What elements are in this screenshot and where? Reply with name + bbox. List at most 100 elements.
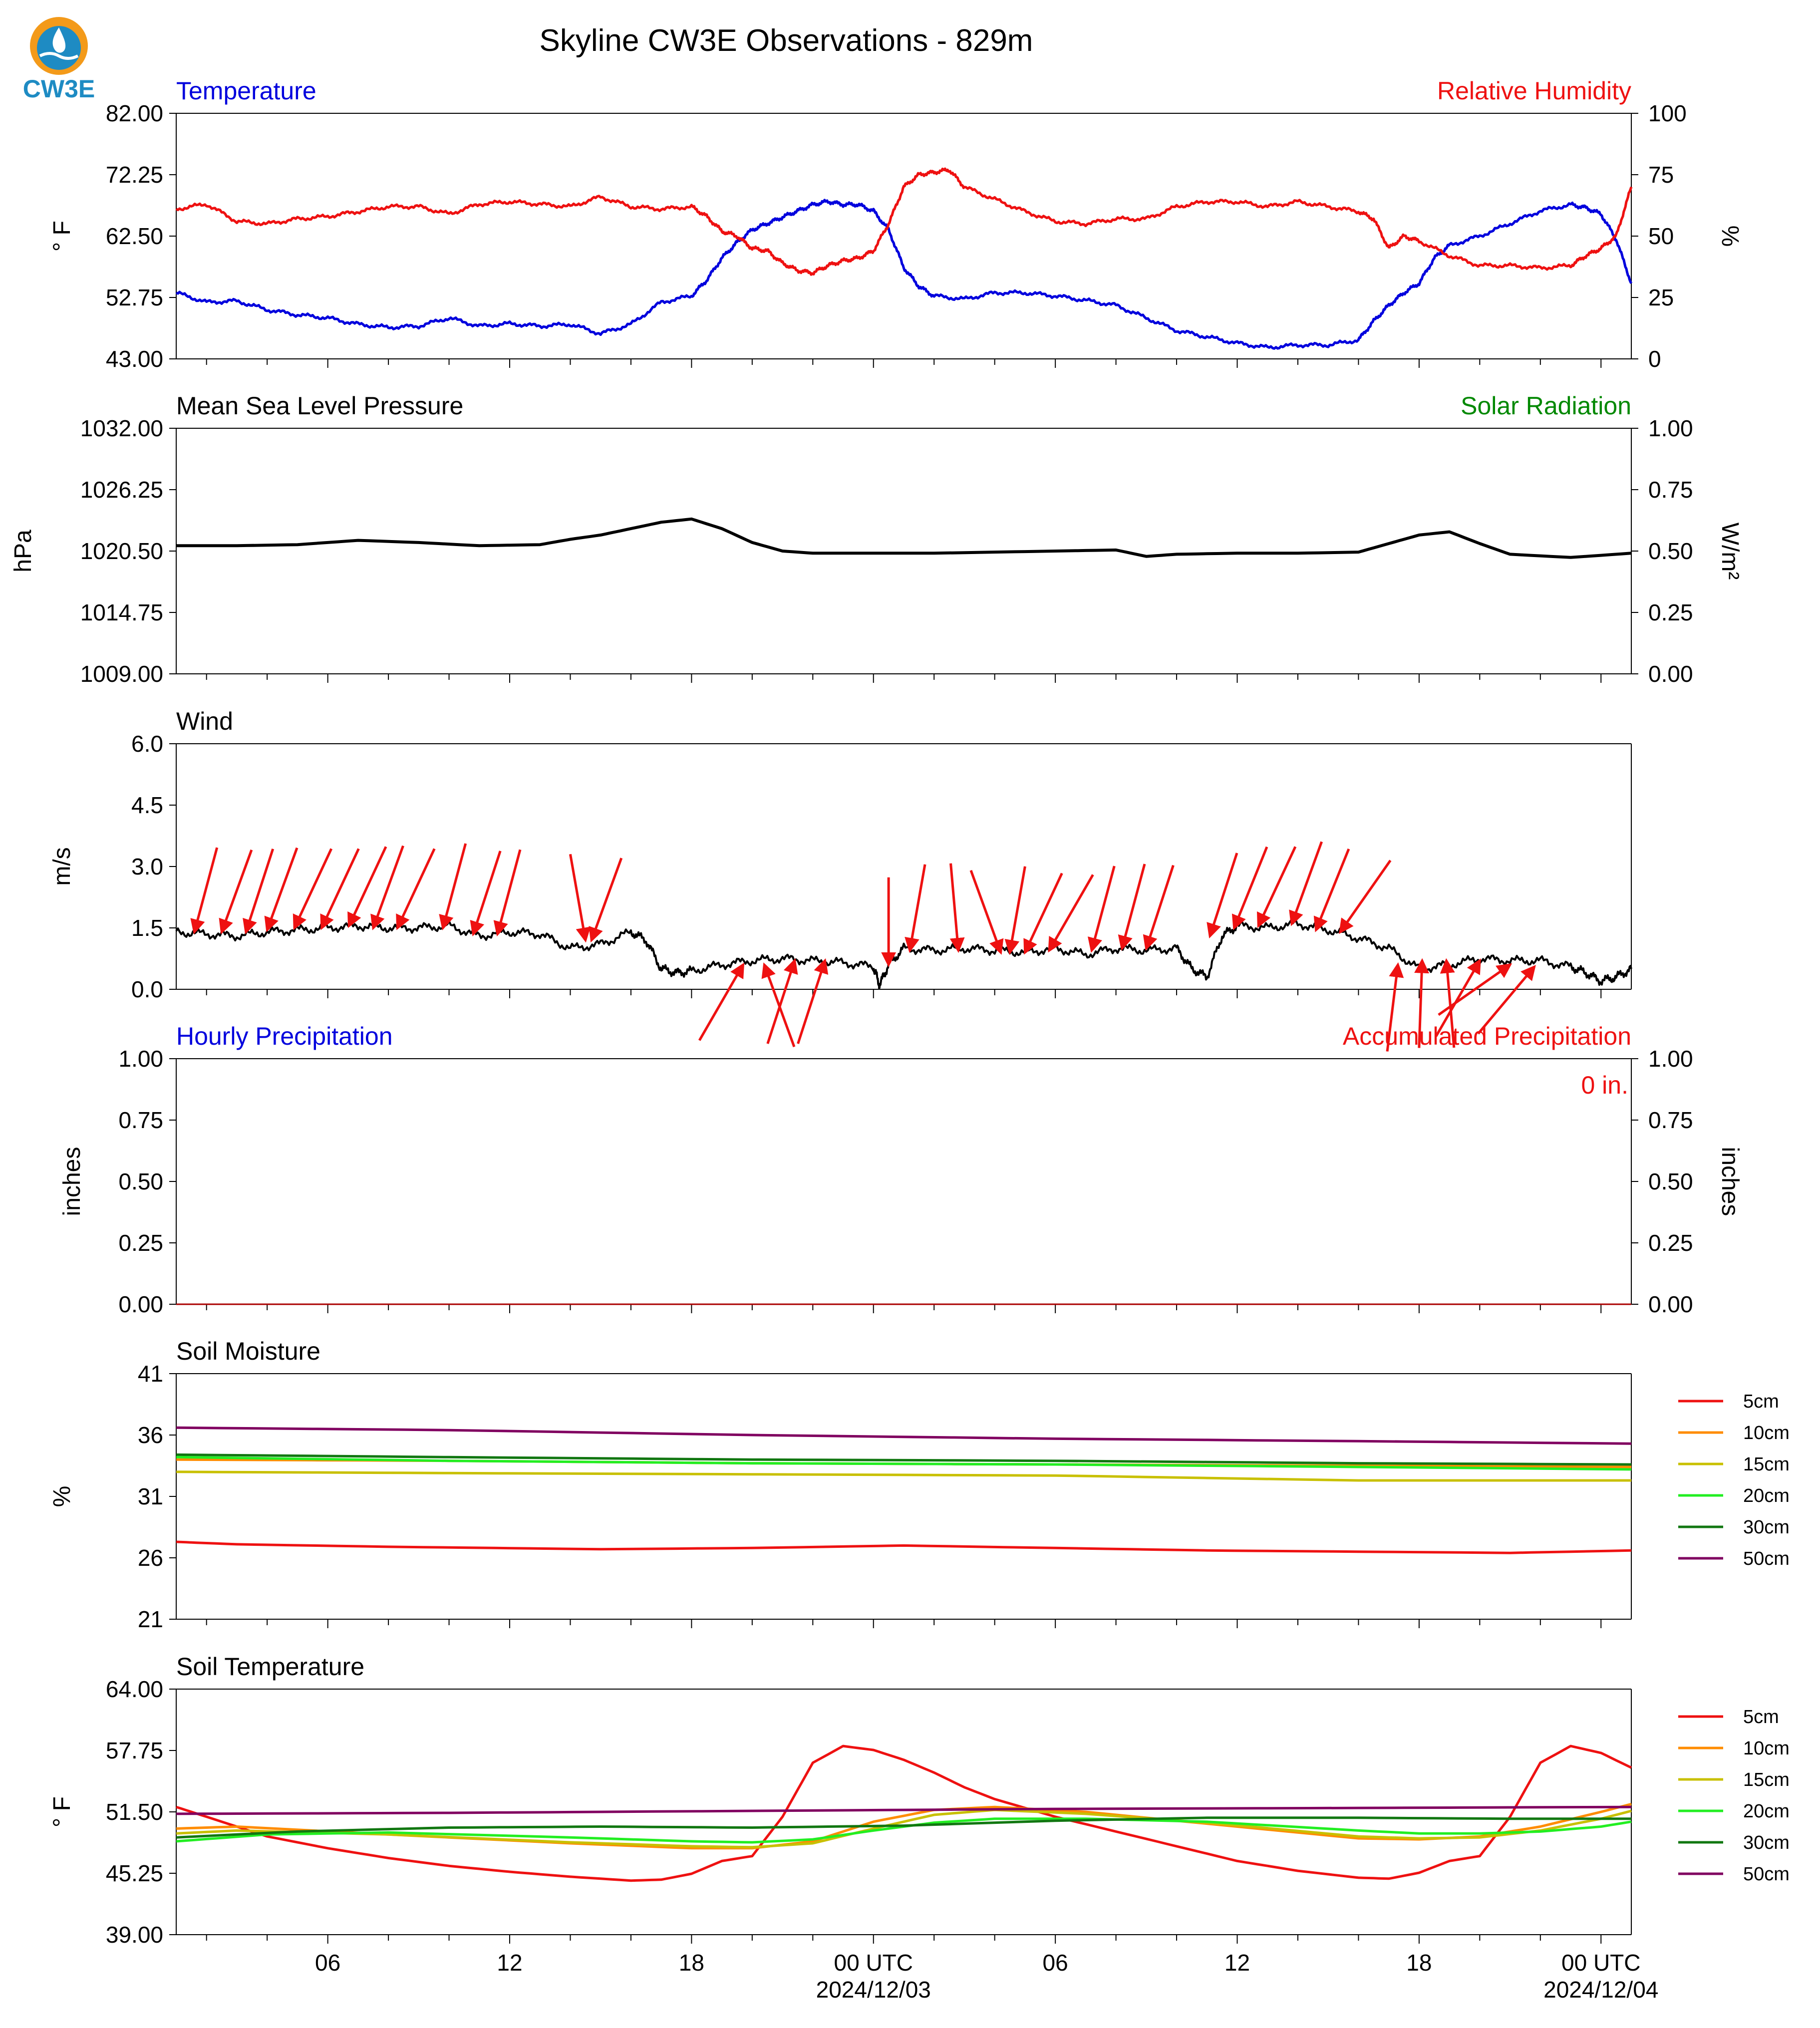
panel-1: Temperature Relative Humidity 82.00 72.25 62… <box>49 77 1743 372</box>
ytick-label-left: 0.75 <box>118 1107 163 1133</box>
xtick-label: 18 <box>679 1950 704 1976</box>
legend-label: 30cm <box>1743 1517 1790 1538</box>
ytick-label-left: 26 <box>138 1545 163 1571</box>
panel-title-right: Accumulated Precipitation <box>1343 1022 1631 1050</box>
panel-title-left: Temperature <box>176 77 316 105</box>
series-20cm <box>176 1817 1632 1844</box>
series-50cm <box>176 1805 1632 1815</box>
wind-arrow <box>347 846 387 928</box>
ytick-label-right: 0.75 <box>1648 477 1693 503</box>
series-temperature <box>175 199 1633 350</box>
ytick-label-left: 1.00 <box>118 1046 163 1072</box>
ytick-label-right: 0.25 <box>1648 599 1693 625</box>
series-20cm <box>176 1455 1632 1471</box>
ylabel-right: % <box>1717 226 1743 247</box>
xtick-label: 00 UTC <box>834 1950 913 1976</box>
ytick-label-left: 4.5 <box>131 792 163 818</box>
ytick-label-right: 1.00 <box>1648 1046 1693 1072</box>
ytick-label-left: 62.50 <box>106 223 163 249</box>
panel-3: Wind 6.0 4.5 3.0 1.5 0.0 m/s <box>49 707 1632 1052</box>
cw3e-logo: CW3E <box>23 17 95 103</box>
ytick-label-left: 3.0 <box>131 854 163 879</box>
ytick-label-right: 1.00 <box>1648 415 1693 441</box>
wind-arrow <box>569 854 591 943</box>
wind-arrow <box>1118 864 1146 951</box>
legend-label: 10cm <box>1743 1738 1790 1759</box>
ylabel-left: ° F <box>49 1796 75 1827</box>
ytick-label-left: 1032.00 <box>80 415 163 441</box>
ylabel-right: W/m² <box>1717 523 1743 580</box>
ytick-label-left: 45.25 <box>106 1860 163 1886</box>
wind-arrow <box>949 863 965 953</box>
wind-arrow <box>1339 860 1392 934</box>
ytick-label-left: 1026.25 <box>80 477 163 503</box>
wind-arrow <box>1088 866 1116 953</box>
xtick-date-label: 2024/12/03 <box>816 1977 931 2003</box>
ytick-label-left: 0.0 <box>131 976 163 1002</box>
panel-title-left: Hourly Precipitation <box>176 1022 393 1050</box>
wind-arrow <box>1231 846 1268 930</box>
series-15cm <box>176 1808 1632 1849</box>
ytick-label-right: 100 <box>1648 100 1687 126</box>
ytick-label-left: 1020.50 <box>80 538 163 564</box>
panel-6: Soil Temperature 64.00 57.75 51.50 45.25 39.0… <box>49 1653 1790 2003</box>
xtick-label: 00 UTC <box>1561 1950 1640 1976</box>
panel-title-left: Wind <box>176 707 233 735</box>
wind-arrow <box>396 848 436 930</box>
wind-arrow <box>1313 848 1350 932</box>
logo-text: CW3E <box>23 75 95 103</box>
legend-label: 50cm <box>1743 1864 1790 1885</box>
ytick-label-left: 51.50 <box>106 1799 163 1825</box>
ytick-label-right: 0 <box>1648 346 1661 372</box>
wind-arrow <box>1207 853 1238 939</box>
panel-2: Mean Sea Level Pressure Solar Radiation 10… <box>10 392 1743 687</box>
wind-arrow <box>370 845 404 930</box>
legend-label: 15cm <box>1743 1454 1790 1475</box>
wind-arrow <box>589 858 623 943</box>
ytick-label-left: 1014.75 <box>80 599 163 625</box>
wind-arrow <box>766 958 798 1044</box>
legend-label: 15cm <box>1743 1769 1790 1790</box>
series-30cm <box>176 1816 1631 1839</box>
panel-4: Hourly Precipitation Accumulated Precipit… <box>59 1022 1743 1317</box>
panel-title-left: Soil Moisture <box>176 1337 320 1365</box>
ytick-label-left: 0.25 <box>118 1230 163 1256</box>
series-wind <box>175 919 1632 990</box>
ytick-label-left: 31 <box>138 1483 163 1509</box>
wind-arrow <box>493 849 522 937</box>
xtick-label: 06 <box>1043 1950 1068 1976</box>
logo-wave <box>39 52 79 60</box>
ylabel-left: m/s <box>49 847 75 885</box>
ytick-label-right: 75 <box>1648 162 1674 188</box>
wind-arrow <box>1477 965 1536 1035</box>
ytick-label-left: 43.00 <box>106 346 163 372</box>
wind-arrow <box>243 848 275 934</box>
wind-arrow <box>470 851 502 937</box>
ytick-label-right: 0.50 <box>1648 538 1693 564</box>
wind-arrow <box>320 848 360 930</box>
ytick-label-right: 0.25 <box>1648 1230 1693 1256</box>
panel-title-left: Mean Sea Level Pressure <box>176 392 463 420</box>
wind-arrow <box>797 958 829 1044</box>
series-mean-sea-level-pressure <box>176 517 1632 559</box>
wind-arrow <box>264 847 299 932</box>
ytick-label-left: 52.75 <box>106 285 163 310</box>
ytick-label-left: 64.00 <box>106 1676 163 1702</box>
wind-arrow <box>219 849 253 934</box>
ytick-label-left: 57.75 <box>106 1738 163 1763</box>
ytick-label-left: 1009.00 <box>80 661 163 687</box>
xtick-label: 12 <box>1224 1950 1250 1976</box>
legend-label: 5cm <box>1743 1707 1779 1728</box>
ytick-label-right: 25 <box>1648 285 1674 310</box>
legend-label: 20cm <box>1743 1485 1790 1506</box>
series-5cm <box>176 1540 1632 1554</box>
panel-title-left: Soil Temperature <box>176 1653 364 1681</box>
ytick-label-left: 82.00 <box>106 100 163 126</box>
wind-arrow <box>905 864 926 953</box>
xtick-date-label: 2024/12/04 <box>1543 1977 1658 2003</box>
wind-arrow <box>1023 872 1063 955</box>
wind-arrow <box>1414 958 1430 1048</box>
ytick-label-left: 72.25 <box>106 162 163 188</box>
panel-title-right: Solar Radiation <box>1461 392 1631 420</box>
xtick-label: 12 <box>497 1950 522 1976</box>
